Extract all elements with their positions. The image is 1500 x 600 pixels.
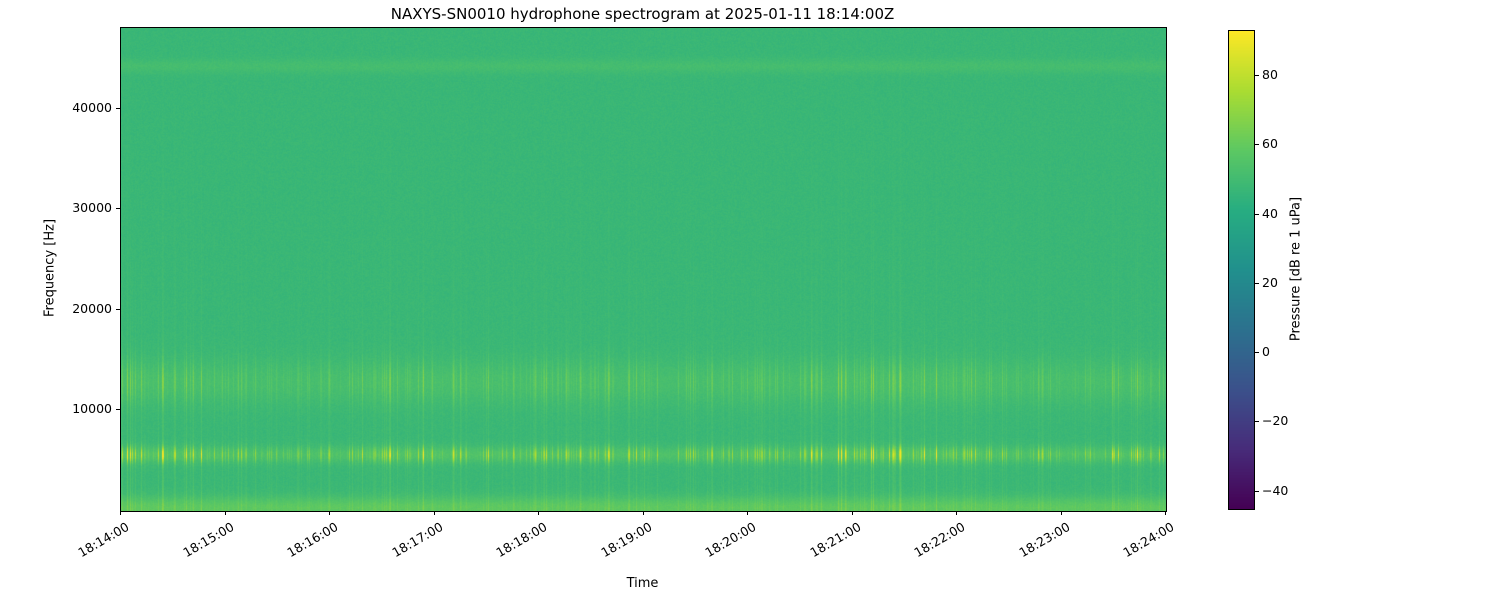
- colorbar-tick-mark: [1255, 144, 1259, 146]
- x-tick-label: 18:18:00: [493, 519, 550, 561]
- x-tick-mark: [747, 511, 748, 515]
- spectrogram-image: [121, 28, 1166, 511]
- x-tick-label: 18:15:00: [179, 519, 236, 561]
- x-tick-mark: [538, 511, 539, 515]
- colorbar-tick-mark: [1255, 352, 1259, 354]
- y-tick-label: 20000: [72, 300, 112, 316]
- colorbar: [1228, 30, 1255, 510]
- y-tick-label: 10000: [72, 401, 112, 417]
- chart-title: NAXYS-SN0010 hydrophone spectrogram at 2…: [390, 5, 895, 23]
- colorbar-tick-mark: [1255, 490, 1259, 492]
- x-tick-label: 18:16:00: [284, 519, 341, 561]
- y-tick-label: 30000: [72, 200, 112, 216]
- x-tick-label: 18:20:00: [702, 519, 759, 561]
- colorbar-tick-mark: [1255, 75, 1259, 77]
- x-tick-mark: [1165, 511, 1166, 515]
- x-tick-mark: [851, 511, 853, 515]
- spectrogram-plot: [120, 27, 1167, 512]
- x-tick-mark: [120, 511, 121, 515]
- y-tick-label: 40000: [72, 99, 112, 115]
- x-tick-mark: [433, 511, 435, 515]
- colorbar-tick-mark: [1255, 213, 1259, 215]
- colorbar-tick-label: 40: [1262, 205, 1278, 221]
- x-tick-label: 18:23:00: [1015, 519, 1072, 561]
- x-tick-label: 18:17:00: [388, 519, 445, 561]
- colorbar-tick-mark: [1255, 421, 1259, 423]
- x-tick-mark: [642, 511, 644, 515]
- x-tick-label: 18:14:00: [75, 519, 132, 561]
- colorbar-tick-label: −20: [1262, 413, 1289, 429]
- x-tick-label: 18:24:00: [1120, 519, 1177, 561]
- y-tick-mark: [116, 409, 120, 411]
- x-tick-label: 18:21:00: [806, 519, 863, 561]
- x-tick-mark: [1060, 511, 1062, 515]
- x-tick-label: 18:22:00: [911, 519, 968, 561]
- colorbar-tick-label: −40: [1262, 482, 1289, 498]
- y-tick-mark: [116, 208, 120, 210]
- colorbar-label: Pressure [dB re 1 uPa]: [1288, 196, 1304, 342]
- colorbar-gradient: [1229, 31, 1254, 509]
- colorbar-tick-mark: [1255, 282, 1259, 284]
- x-tick-mark: [329, 511, 330, 515]
- x-tick-label: 18:19:00: [597, 519, 654, 561]
- colorbar-tick-label: 0: [1262, 344, 1270, 360]
- y-tick-mark: [116, 107, 120, 109]
- colorbar-tick-label: 80: [1262, 67, 1278, 83]
- x-tick-mark: [224, 511, 226, 515]
- x-tick-mark: [956, 511, 957, 515]
- y-tick-mark: [116, 308, 120, 310]
- x-axis-label: Time: [626, 576, 659, 591]
- colorbar-tick-label: 20: [1262, 274, 1278, 290]
- colorbar-tick-label: 60: [1262, 136, 1278, 152]
